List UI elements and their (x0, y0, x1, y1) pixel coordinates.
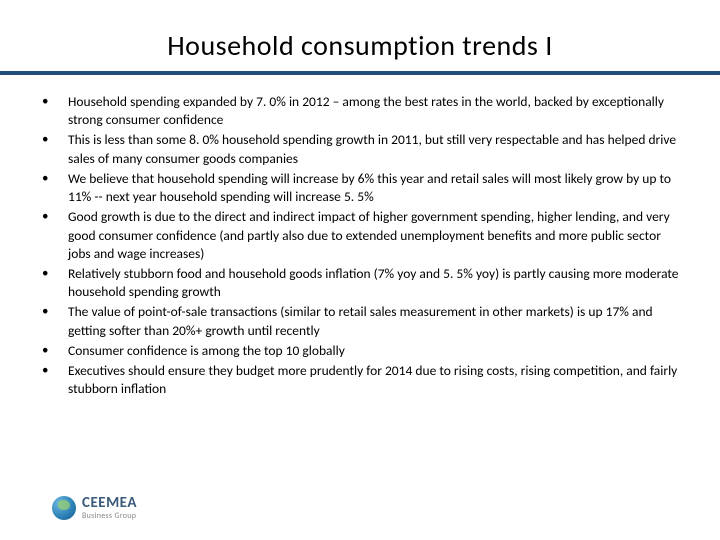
bullet-item: • This is less than some 8. 0% household… (40, 131, 680, 167)
bullet-marker: • (40, 342, 68, 360)
logo-main-text: CEEMEA (82, 496, 137, 511)
bullet-text: This is less than some 8. 0% household s… (68, 131, 680, 167)
logo: CEEMEA Business Group (52, 496, 137, 520)
bullet-marker: • (40, 93, 68, 111)
bullet-marker: • (40, 362, 68, 380)
bullet-text: Relatively stubborn food and household g… (68, 265, 680, 301)
bullet-text: We believe that household spending will … (68, 170, 680, 206)
bullet-marker: • (40, 303, 68, 321)
bullet-marker: • (40, 170, 68, 188)
bullet-text: The value of point-of-sale transactions … (68, 303, 680, 339)
bullet-marker: • (40, 131, 68, 149)
bullet-item: • Executives should ensure they budget m… (40, 362, 680, 398)
bullet-item: • Good growth is due to the direct and i… (40, 208, 680, 263)
bullet-text: Executives should ensure they budget mor… (68, 362, 680, 398)
bullet-marker: • (40, 208, 68, 226)
logo-text: CEEMEA Business Group (82, 496, 137, 520)
logo-sub-text: Business Group (82, 512, 137, 520)
bullet-text: Household spending expanded by 7. 0% in … (68, 93, 680, 129)
bullet-item: • The value of point-of-sale transaction… (40, 303, 680, 339)
bullet-marker: • (40, 265, 68, 283)
bullet-item: • Relatively stubborn food and household… (40, 265, 680, 301)
bullet-list: • Household spending expanded by 7. 0% i… (0, 93, 720, 399)
bullet-item: • Household spending expanded by 7. 0% i… (40, 93, 680, 129)
bullet-item: • Consumer confidence is among the top 1… (40, 342, 680, 360)
globe-icon (52, 496, 76, 520)
bullet-item: • We believe that household spending wil… (40, 170, 680, 206)
bullet-text: Consumer confidence is among the top 10 … (68, 342, 680, 360)
title-divider (0, 71, 720, 75)
bullet-text: Good growth is due to the direct and ind… (68, 208, 680, 263)
slide-title: Household consumption trends I (0, 0, 720, 71)
